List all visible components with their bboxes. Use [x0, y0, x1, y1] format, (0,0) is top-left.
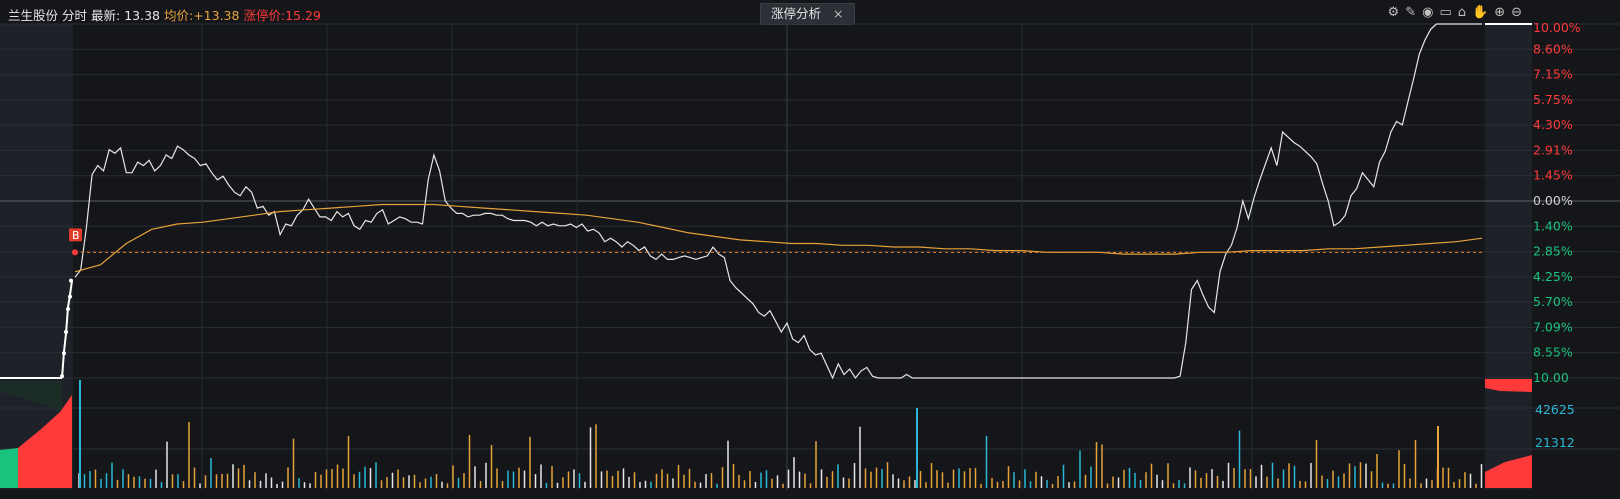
buy-marker-point — [72, 249, 78, 256]
avg-value: +13.38 — [193, 8, 240, 23]
y-axis-label: 4.25% — [1533, 269, 1573, 284]
gear-icon[interactable]: ⚙ — [1387, 5, 1406, 20]
latest-value: 13.38 — [124, 8, 160, 23]
top-info-bar: 兰生股份 分时 最新: 13.38 均价:+13.38 涨停价:15.29 涨停… — [0, 0, 1620, 26]
y-axis-label: 0.00% — [1533, 193, 1573, 208]
volume-axis-label: 42625 — [1535, 402, 1575, 417]
chart-mode[interactable]: 分时 — [62, 8, 88, 23]
hand-icon[interactable]: ✋ — [1472, 5, 1495, 20]
pre-volume-area — [0, 381, 62, 412]
y-axis-labels: 10.00% 8.60% 7.15% 5.75% 4.30% 2.91% 1.45% 0.00… — [1533, 20, 1581, 450]
zoom-out-icon[interactable]: ⊖ — [1511, 5, 1528, 20]
limit-label: 涨停价: — [243, 8, 286, 23]
volume-bars — [0, 379, 1532, 488]
pre-volume-up — [18, 395, 72, 488]
post-volume-top — [1485, 379, 1532, 392]
post-market-panel — [1485, 24, 1532, 490]
volume-axis-label: 21312 — [1535, 435, 1575, 450]
pre-market-point — [64, 329, 68, 334]
quote-info: 兰生股份 分时 最新: 13.38 均价:+13.38 涨停价:15.29 — [8, 5, 321, 24]
y-axis-label: 5.75% — [1533, 92, 1573, 107]
price-lines: B — [0, 23, 1532, 380]
avg-price-line — [74, 203, 1483, 273]
pre-market-line — [61, 280, 73, 379]
trash-icon[interactable]: ▭ — [1439, 5, 1458, 20]
latest-label: 最新: — [91, 8, 121, 23]
stock-name: 兰生股份 — [8, 8, 59, 23]
avg-label: 均价: — [163, 8, 194, 23]
y-axis-label: 10.00 — [1533, 370, 1569, 385]
pre-market-point — [68, 294, 72, 299]
y-axis-label: 1.45% — [1533, 168, 1573, 183]
pre-volume-down — [0, 448, 18, 488]
close-icon[interactable]: × — [833, 6, 844, 21]
post-volume-bottom — [1485, 455, 1532, 488]
y-axis-label: 4.30% — [1533, 117, 1573, 132]
tab-limit-analysis[interactable]: 涨停分析 × — [760, 3, 855, 25]
y-axis-label: 7.15% — [1533, 67, 1573, 82]
zoom-in-icon[interactable]: ⊕ — [1494, 5, 1512, 20]
pre-market-point — [60, 374, 64, 379]
y-axis-label: 8.55% — [1533, 345, 1573, 360]
y-axis-label: 10.00% — [1533, 20, 1581, 35]
y-axis-label: 2.91% — [1533, 142, 1573, 157]
y-axis-label: 1.40% — [1533, 218, 1573, 233]
y-axis-label: 7.09% — [1533, 319, 1573, 334]
eye-icon[interactable]: ◉ — [1422, 5, 1440, 20]
y-axis-label: 5.70% — [1533, 294, 1573, 309]
pre-market-point — [62, 351, 66, 356]
pen-icon[interactable]: ✎ — [1405, 5, 1423, 20]
y-axis-label: 2.85% — [1533, 244, 1573, 259]
lock-icon[interactable]: ⌂ — [1457, 5, 1472, 20]
tab-label: 涨停分析 — [771, 6, 822, 21]
limit-value: 15.29 — [285, 8, 321, 23]
price-line — [74, 23, 1482, 380]
toolbar: ⚙✎◉▭⌂✋⊕⊖ — [1388, 5, 1528, 20]
pre-market-point — [69, 278, 73, 283]
grid — [0, 23, 1620, 490]
buy-marker-label: B — [72, 229, 80, 242]
y-axis-label: 8.60% — [1533, 41, 1573, 56]
pre-market-point — [66, 306, 70, 311]
buy-marker-box — [69, 228, 82, 242]
